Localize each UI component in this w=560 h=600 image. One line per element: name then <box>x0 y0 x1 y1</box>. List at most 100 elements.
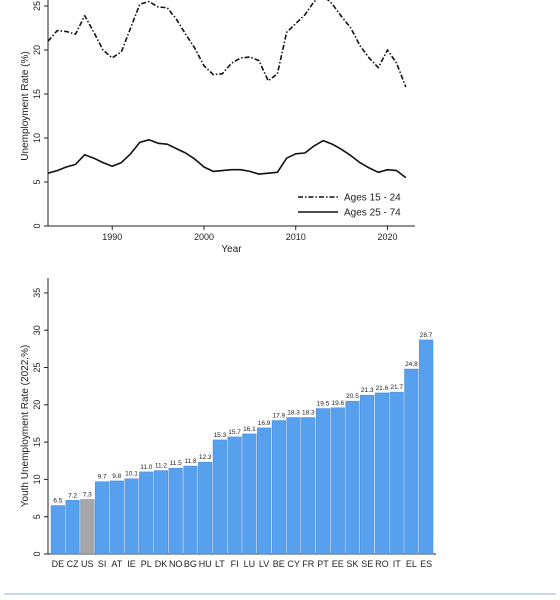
bar-pl <box>139 471 154 555</box>
bar-us <box>80 499 95 555</box>
bar-dk <box>153 470 169 555</box>
line-chart-y-axis-label: Unemployment Rate (%) <box>20 51 31 160</box>
line-chart-axes: 0 5 10 15 20 25 1990 2000 2010 2020 <box>32 0 415 242</box>
bar-it <box>389 391 404 555</box>
data-label-se: 21.3 <box>361 387 374 394</box>
data-label-pl: 11.0 <box>140 464 153 471</box>
bar-chart-y-axis-label: Youth Unemployment Rate (2022,%) <box>20 345 31 508</box>
category-label-ee: EE <box>332 559 344 569</box>
y-tick-label: 0 <box>32 223 42 228</box>
line-chart-legend: Ages 15 - 24 Ages 25 - 74 <box>298 193 401 219</box>
category-label-hu: HU <box>199 559 212 569</box>
category-label-fi: FI <box>231 559 239 569</box>
bar-se <box>360 394 375 555</box>
y-tick-label: 10 <box>32 474 42 484</box>
y-tick-label: 0 <box>32 551 42 556</box>
bar-de <box>50 505 65 555</box>
data-label-bg: 11.8 <box>184 458 197 465</box>
category-label-pl: PL <box>141 559 152 569</box>
y-tick-label: 20 <box>32 45 42 55</box>
data-label-fr: 18.3 <box>302 410 315 417</box>
data-label-el: 24.8 <box>405 361 418 368</box>
data-label-sk: 20.5 <box>346 393 359 400</box>
category-label-de: DE <box>52 559 65 569</box>
category-label-us: US <box>81 559 94 569</box>
bar-chart-data-labels: 6.5 7.2 7.3 9.7 9.8 10.111.0 11.2 11.5 11.812.3 1… <box>53 332 432 505</box>
bar-sk <box>345 400 360 555</box>
series-line-ages-15-24 <box>47 0 407 88</box>
bar-ro <box>374 392 390 555</box>
x-tick-label: 1990 <box>102 232 122 242</box>
data-label-no: 11.5 <box>170 460 183 467</box>
category-label-si: SI <box>98 559 107 569</box>
data-label-ie: 10.1 <box>125 471 138 478</box>
bar-cy <box>286 417 301 555</box>
line-chart-series <box>47 0 407 179</box>
legend-label: Ages 15 - 24 <box>344 193 401 204</box>
bar-lu <box>242 433 257 555</box>
bar-si <box>94 481 110 555</box>
bar-lv <box>257 427 272 555</box>
y-tick-label: 35 <box>32 288 42 298</box>
category-label-pt: PT <box>317 559 329 569</box>
bar-cz <box>65 500 80 555</box>
category-label-cz: CZ <box>67 559 79 569</box>
category-label-cy: CY <box>287 559 300 569</box>
series-line-ages-25-74 <box>47 139 407 179</box>
category-label-se: SE <box>361 559 373 569</box>
bar-be <box>271 420 286 555</box>
y-tick-label: 5 <box>32 179 42 184</box>
x-tick-label: 2020 <box>377 232 397 242</box>
data-label-lu: 16.1 <box>243 426 256 433</box>
bar-es <box>419 339 434 555</box>
bar-chart-category-labels: DE CZ US SI AT IE PL DK NO BG HU LT FI LU LV BE CY FR PT EE… <box>52 559 432 569</box>
category-label-dk: DK <box>155 559 168 569</box>
line-chart-x-axis-label: Year <box>221 244 242 255</box>
category-label-it: IT <box>393 559 402 569</box>
bar-chart-bars <box>50 339 434 555</box>
data-label-lt: 15.3 <box>214 432 227 439</box>
data-label-cz: 7.2 <box>68 492 77 499</box>
bar-pt <box>316 408 331 555</box>
category-label-lv: LV <box>259 559 269 569</box>
data-label-hu: 12.3 <box>199 454 212 461</box>
category-label-ie: IE <box>127 559 136 569</box>
category-label-ro: RO <box>375 559 389 569</box>
bar-el <box>404 368 419 555</box>
data-label-si: 9.7 <box>98 474 107 481</box>
legend-label: Ages 25 - 74 <box>344 208 401 219</box>
data-label-fi: 15.7 <box>228 429 241 436</box>
data-label-de: 6.5 <box>53 498 62 505</box>
y-tick-label: 25 <box>32 1 42 11</box>
y-tick-label: 25 <box>32 363 42 373</box>
category-label-sk: SK <box>346 559 358 569</box>
y-tick-label: 30 <box>32 325 42 335</box>
data-label-dk: 11.2 <box>155 463 168 470</box>
category-label-fr: FR <box>302 559 314 569</box>
data-label-it: 21.7 <box>390 384 403 391</box>
y-tick-label: 20 <box>32 400 42 410</box>
data-label-lv: 16.9 <box>258 420 271 427</box>
bar-fr <box>301 417 316 555</box>
data-label-pt: 19.5 <box>317 401 330 408</box>
bar-fi <box>227 436 242 555</box>
y-tick-label: 5 <box>32 514 42 519</box>
category-label-el: EL <box>406 559 417 569</box>
category-label-es: ES <box>420 559 432 569</box>
category-label-at: AT <box>111 559 122 569</box>
y-tick-label: 10 <box>32 133 42 143</box>
bar-at <box>109 480 124 555</box>
x-tick-label: 2000 <box>194 232 214 242</box>
bar-ie <box>124 478 139 555</box>
category-label-no: NO <box>169 559 183 569</box>
y-tick-label: 15 <box>32 89 42 99</box>
category-label-be: BE <box>273 559 285 569</box>
category-label-lu: LU <box>244 559 256 569</box>
data-label-us: 7.3 <box>83 492 92 499</box>
category-label-bg: BG <box>184 559 197 569</box>
bar-ee <box>330 407 345 555</box>
data-label-ro: 21.6 <box>376 385 389 392</box>
